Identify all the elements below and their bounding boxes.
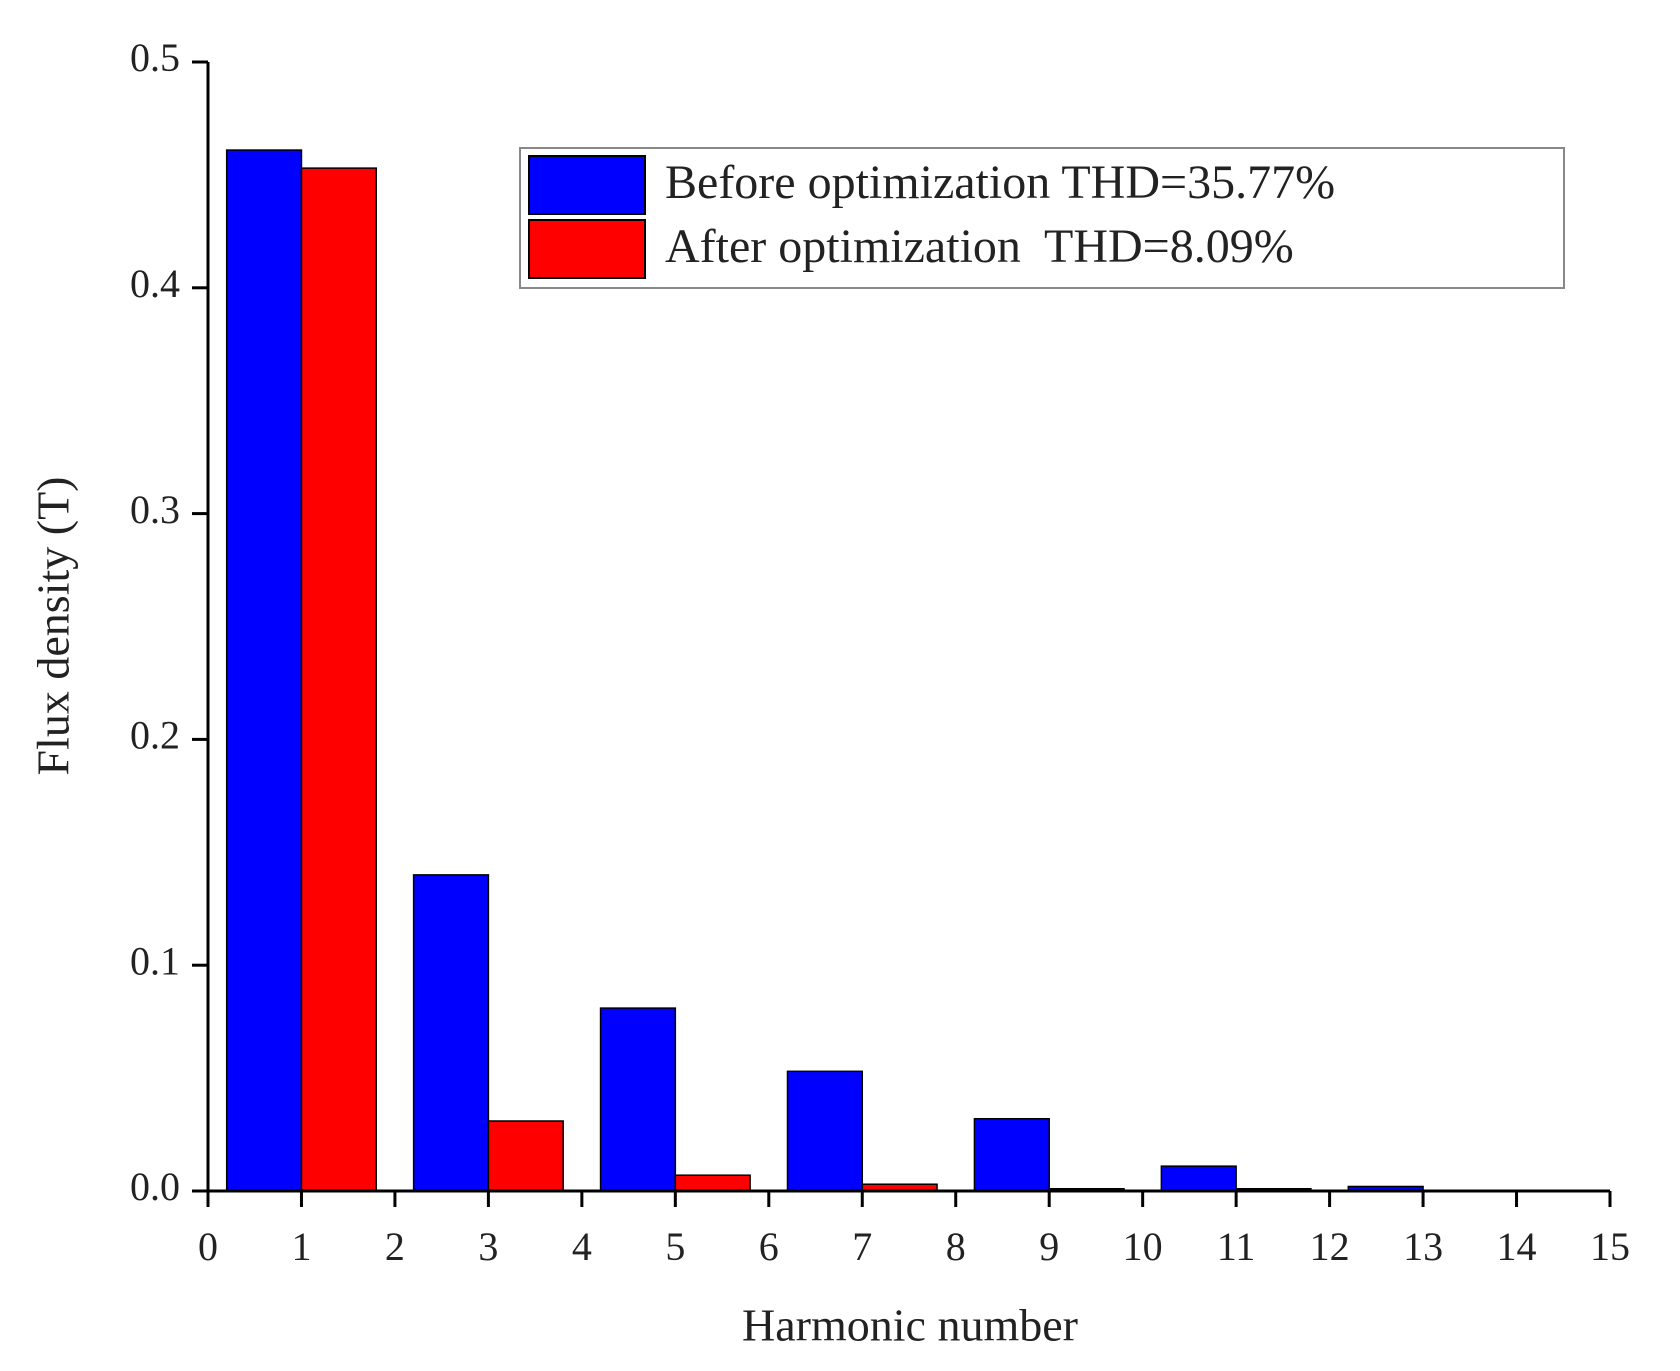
bar — [487, 1120, 564, 1192]
x-tick-label: 5 — [665, 1224, 685, 1269]
bar — [973, 1117, 1050, 1192]
bar — [300, 167, 377, 1192]
legend-swatch — [528, 155, 646, 215]
legend-swatch — [528, 219, 646, 279]
y-tick-label: 0.1 — [130, 938, 180, 983]
x-tick-label: 8 — [946, 1224, 966, 1269]
x-tick-label: 6 — [759, 1224, 779, 1269]
y-tick-label: 0.0 — [130, 1164, 180, 1209]
bar — [412, 874, 490, 1192]
x-tick-label: 2 — [385, 1224, 405, 1269]
x-tick-label: 11 — [1217, 1224, 1256, 1269]
x-tick-label: 3 — [478, 1224, 498, 1269]
legend-box — [519, 147, 1565, 289]
x-tick-label: 10 — [1123, 1224, 1163, 1269]
bar — [786, 1070, 864, 1192]
x-axis-label: Harmonic number — [742, 1300, 1078, 1351]
bar — [599, 1007, 677, 1192]
bar — [674, 1174, 751, 1192]
y-tick-label: 0.4 — [130, 261, 180, 306]
legend-label: After optimization THD=8.09% — [665, 220, 1294, 273]
x-tick-label: 1 — [291, 1224, 311, 1269]
y-tick-label: 0.3 — [130, 487, 180, 532]
y-tick-label: 0.5 — [130, 35, 180, 80]
x-tick-label: 7 — [852, 1224, 872, 1269]
x-tick-label: 12 — [1310, 1224, 1350, 1269]
y-axis-label: Flux density (T) — [28, 477, 79, 776]
x-tick-label: 13 — [1403, 1224, 1443, 1269]
bar — [1160, 1165, 1237, 1192]
x-tick-label: 15 — [1590, 1224, 1630, 1269]
legend-label: Before optimization THD=35.77% — [665, 156, 1335, 209]
bar — [225, 149, 303, 1192]
x-tick-label: 14 — [1497, 1224, 1537, 1269]
x-tick-label: 0 — [198, 1224, 218, 1269]
y-tick-label: 0.2 — [130, 713, 180, 758]
x-tick-label: 9 — [1039, 1224, 1059, 1269]
x-tick-label: 4 — [572, 1224, 592, 1269]
